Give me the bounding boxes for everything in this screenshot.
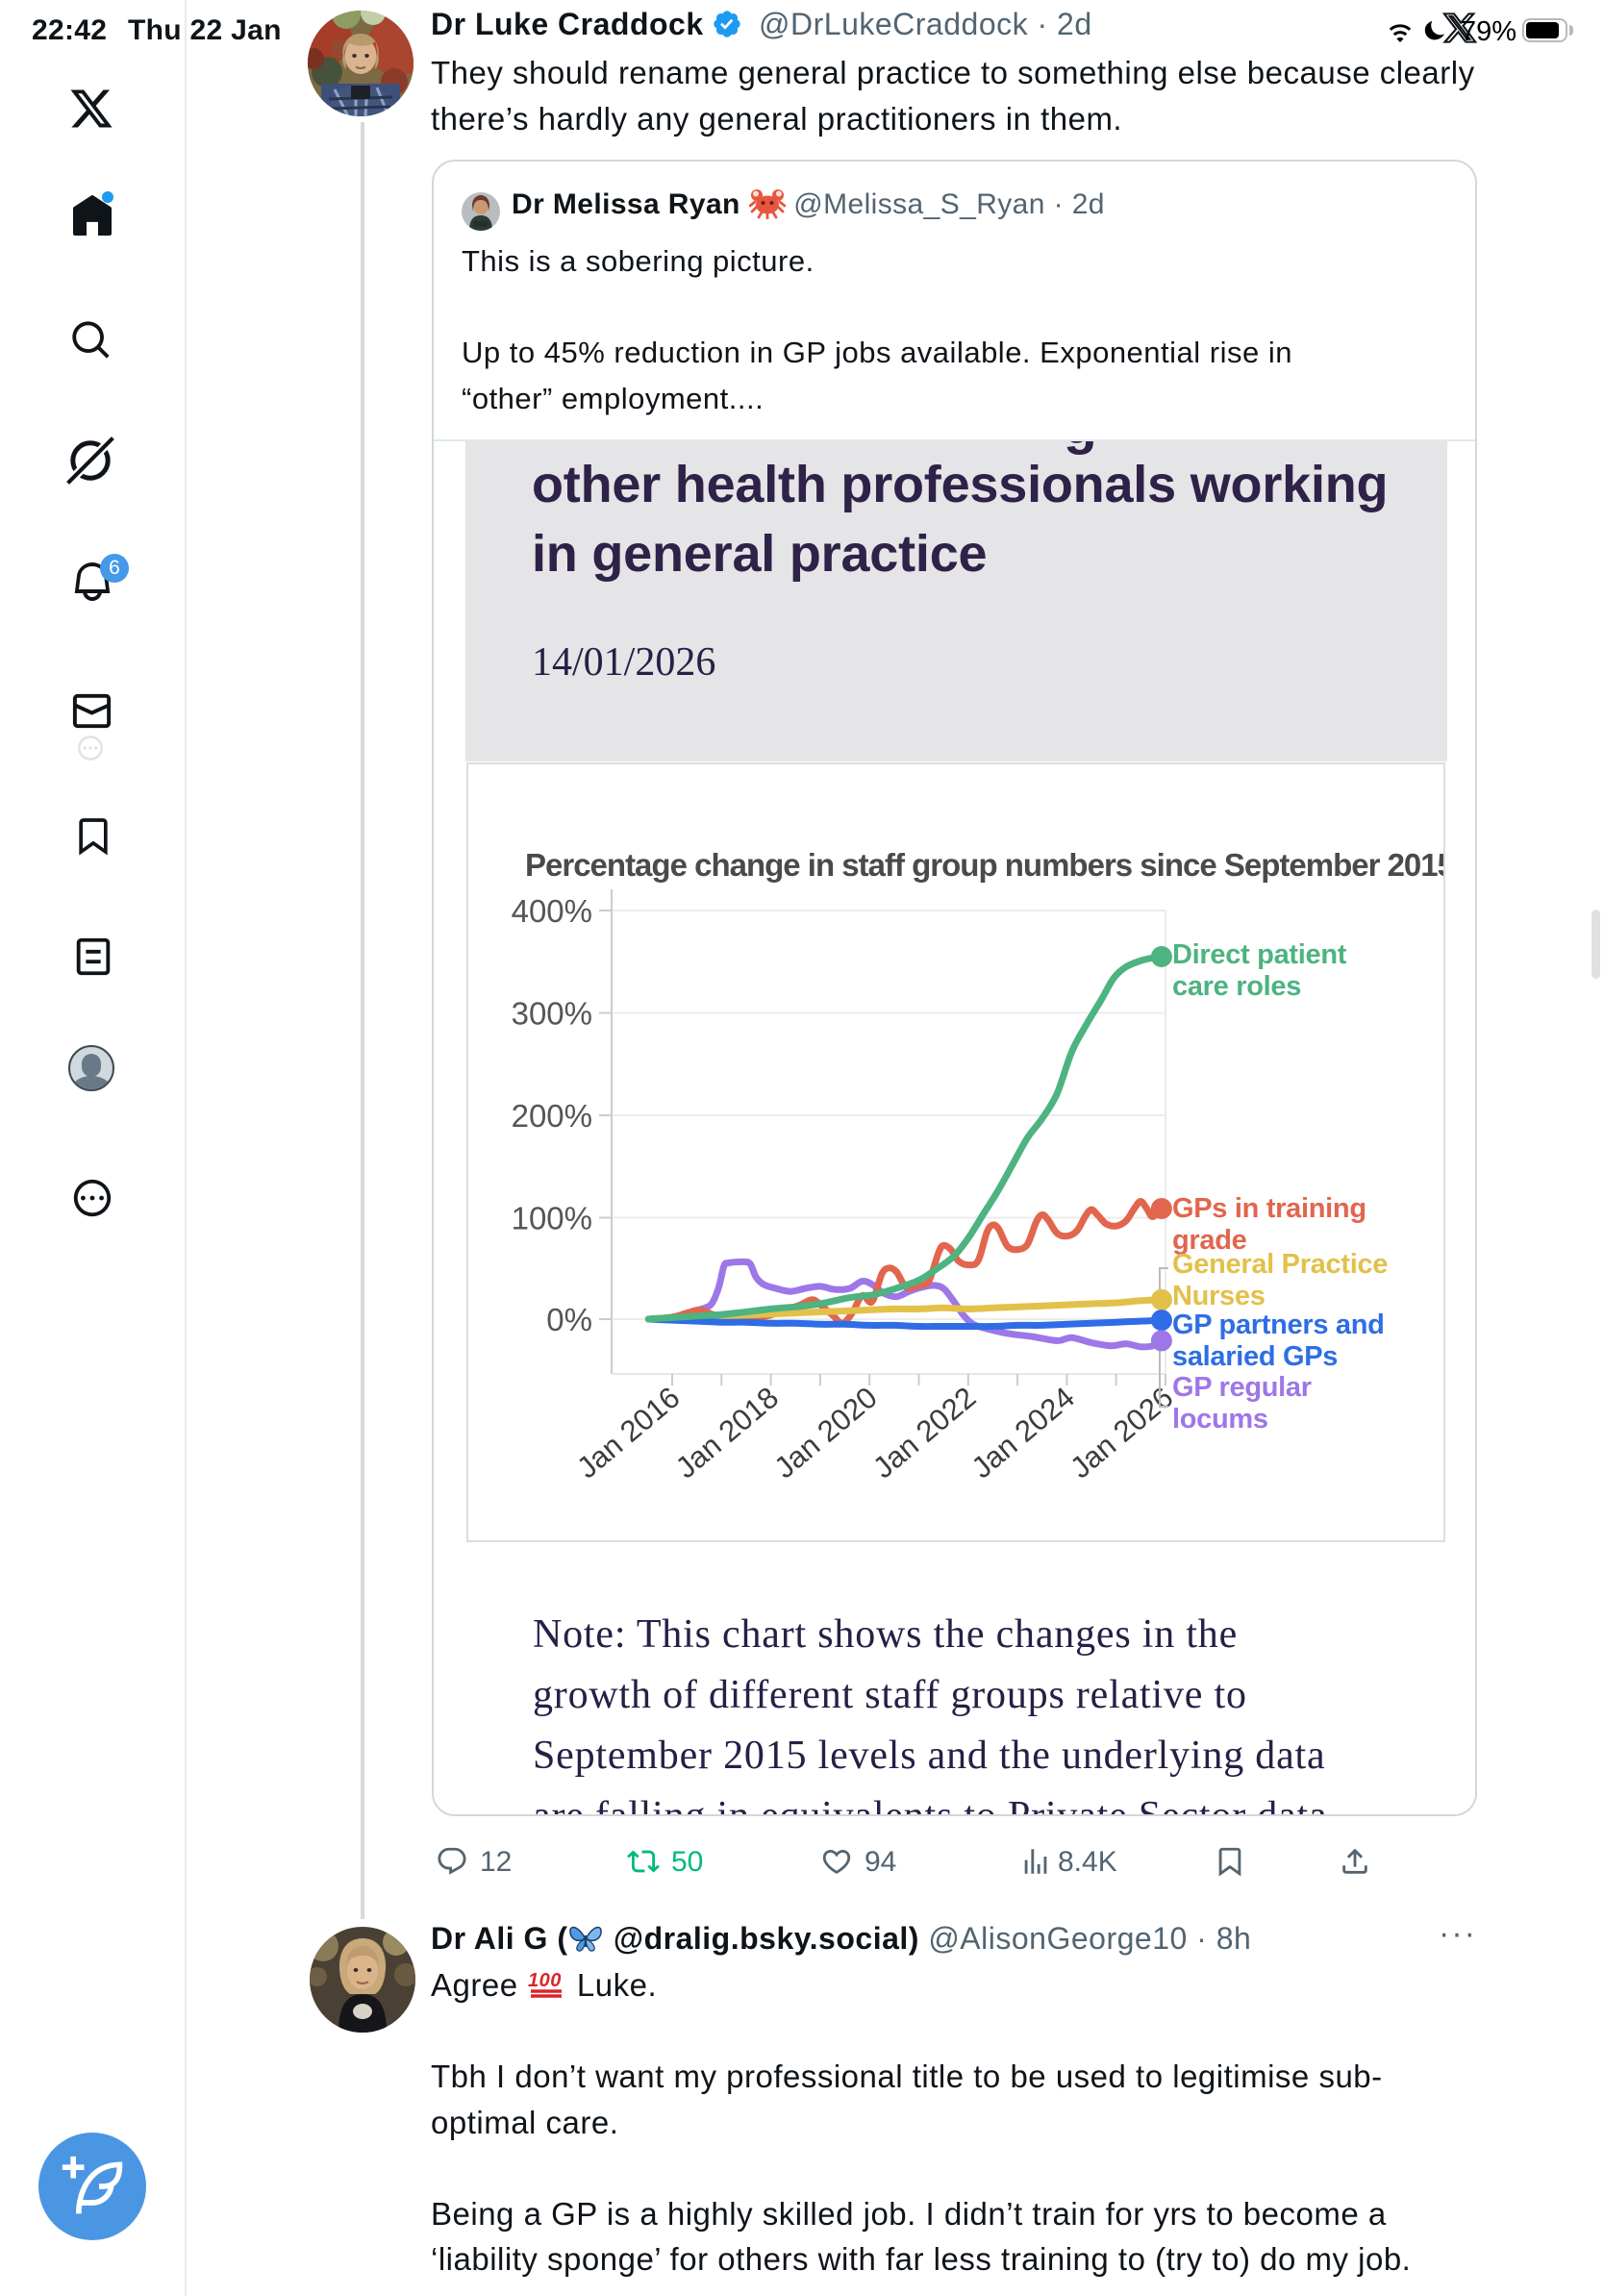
svg-text:Jan 2018: Jan 2018 [669, 1381, 785, 1485]
svg-text:Direct patient: Direct patient [1172, 939, 1347, 970]
svg-text:Percentage change in staff gro: Percentage change in staff group numbers… [525, 847, 1443, 883]
svg-text:Jan 2020: Jan 2020 [767, 1381, 883, 1485]
svg-text:GP regular: GP regular [1172, 1372, 1312, 1403]
svg-text:Jan 2022: Jan 2022 [866, 1381, 982, 1485]
svg-text:GP partners and: GP partners and [1172, 1310, 1385, 1340]
svg-text:Jan 2026: Jan 2026 [1064, 1381, 1179, 1485]
svg-text:200%: 200% [512, 1098, 592, 1134]
svg-text:Jan 2016: Jan 2016 [570, 1381, 686, 1485]
svg-text:100: 100 [528, 1970, 562, 1991]
svg-text:100%: 100% [512, 1201, 592, 1236]
svg-text:General Practice: General Practice [1172, 1249, 1388, 1280]
svg-text:Jan 2024: Jan 2024 [965, 1381, 1081, 1485]
svg-text:300%: 300% [512, 996, 592, 1032]
svg-text:salaried GPs: salaried GPs [1172, 1341, 1338, 1372]
svg-text:GPs in training: GPs in training [1172, 1193, 1366, 1224]
svg-text:grade: grade [1172, 1225, 1247, 1256]
svg-text:care roles: care roles [1172, 971, 1301, 1002]
svg-text:Nurses: Nurses [1172, 1281, 1266, 1311]
svg-text:0%: 0% [546, 1302, 592, 1337]
svg-text:locums: locums [1172, 1404, 1268, 1435]
svg-text:400%: 400% [512, 893, 592, 929]
